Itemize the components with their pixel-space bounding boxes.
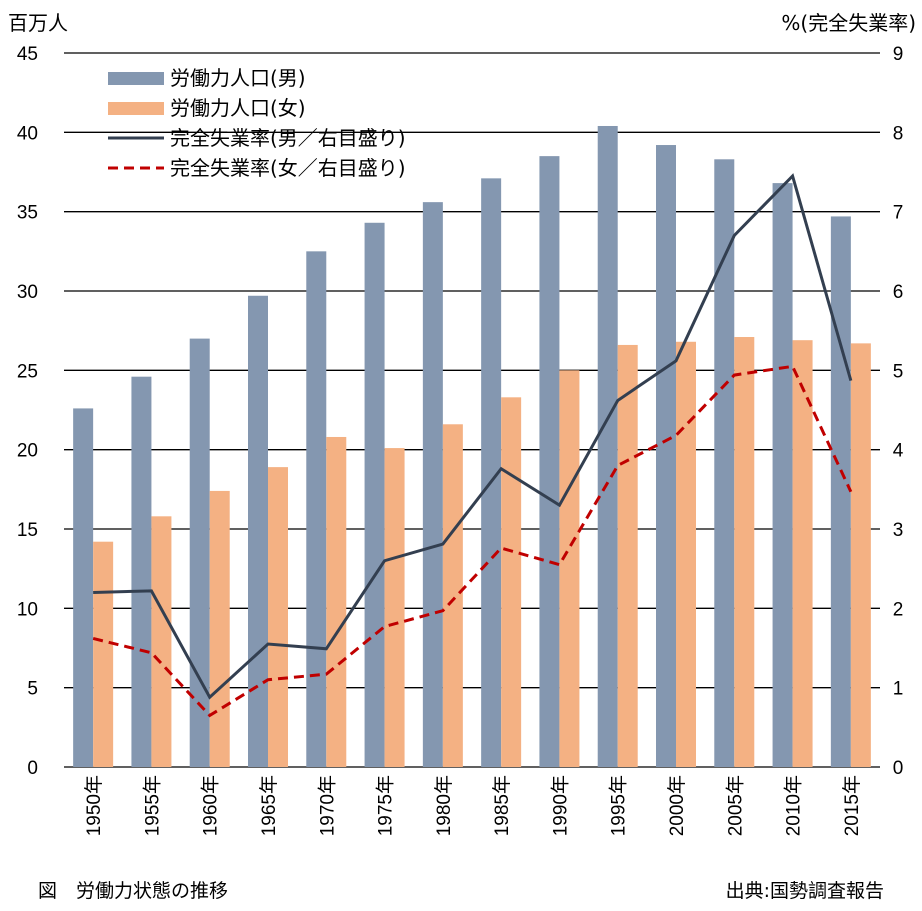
left-axis: 0 5 10 15 20 25 30 35 40 45: [17, 44, 38, 779]
bar-male: [830, 216, 851, 768]
bar-female: [268, 467, 288, 767]
left-tick-label: 25: [17, 361, 38, 382]
right-tick-label: 1: [893, 679, 904, 700]
legend: 労働力人口(男) 労働力人口(女) 完全失業率(男／右目盛り) 完全失業率(女／右目盛…: [108, 66, 406, 180]
left-tick-label: 35: [17, 203, 38, 224]
x-tick-label: 1950年: [83, 775, 105, 836]
left-tick-label: 5: [27, 679, 38, 700]
left-tick-label: 0: [27, 758, 38, 779]
bar-male: [772, 183, 793, 767]
right-tick-label: 5: [893, 361, 904, 382]
bar-male: [189, 338, 210, 767]
bar-female: [384, 448, 405, 767]
right-tick-label: 7: [893, 203, 904, 224]
bar-female: [442, 424, 463, 767]
x-tick-label: 1965年: [258, 775, 280, 836]
right-tick-label: 2: [893, 599, 904, 620]
bar-male: [422, 202, 443, 767]
left-tick-label: 10: [17, 599, 38, 620]
bar-female: [617, 344, 638, 767]
x-tick-label: 1995年: [608, 775, 630, 836]
bar-male: [73, 408, 94, 767]
right-tick-label: 0: [893, 758, 904, 779]
bar-male: [306, 251, 327, 768]
bar-male: [597, 125, 618, 767]
x-tick-label: 1960年: [200, 775, 222, 836]
legend-label: 労働力人口(女): [170, 96, 306, 120]
x-tick-label: 2010年: [783, 775, 805, 836]
bar-female: [792, 340, 813, 767]
bar-male: [364, 222, 385, 768]
bar-female: [209, 490, 230, 767]
right-tick-label: 9: [893, 44, 904, 65]
left-tick-label: 30: [17, 282, 38, 303]
x-tick-label: 1990年: [549, 775, 571, 836]
bar-female: [850, 343, 871, 767]
legend-swatch: [108, 72, 164, 85]
x-tick-label: 1955年: [141, 775, 163, 836]
x-axis: 1950年 1955年 1960年 1965年 1970年 1975年 1980年 1985年…: [83, 775, 863, 836]
right-tick-label: 3: [893, 520, 904, 541]
bar-male: [248, 295, 268, 767]
left-tick-label: 45: [17, 44, 38, 65]
left-axis-unit: 百万人: [8, 11, 68, 35]
bar-male: [481, 178, 502, 767]
left-tick-label: 40: [17, 123, 38, 144]
bar-male: [656, 145, 676, 767]
bar-female: [326, 436, 347, 767]
x-tick-label: 1985年: [491, 775, 513, 836]
legend-swatch: [108, 102, 164, 115]
x-tick-label: 1975年: [375, 775, 397, 836]
right-axis: 0 1 2 3 4 5 6 7 8 9: [893, 44, 904, 779]
bar-female: [676, 341, 696, 767]
unemployment-male-line: [93, 173, 853, 700]
x-tick-label: 1980年: [433, 775, 455, 836]
unemployment-female-line: [92, 364, 853, 718]
x-tick-label: 2000年: [666, 775, 688, 836]
x-tick-label: 2005年: [724, 775, 746, 836]
bar-female: [734, 337, 755, 767]
bar-male: [714, 159, 735, 768]
figure-caption: 図 労働力状態の推移: [38, 880, 229, 902]
left-tick-label: 20: [17, 441, 38, 462]
line-series: [92, 173, 853, 718]
bar-female: [501, 397, 522, 767]
legend-label: 完全失業率(女／右目盛り): [170, 156, 406, 180]
right-tick-label: 4: [893, 441, 904, 462]
x-tick-label: 2015年: [841, 775, 863, 836]
right-tick-label: 6: [893, 282, 904, 303]
bar-series: [73, 125, 871, 768]
legend-label: 完全失業率(男／右目盛り): [170, 126, 406, 150]
left-tick-label: 15: [17, 520, 38, 541]
source-note: 出典:国勢調査報告: [725, 880, 884, 902]
bar-female: [93, 541, 114, 767]
bar-male: [131, 376, 152, 767]
right-axis-unit: %(完全失業率): [781, 11, 916, 35]
bar-female: [559, 370, 580, 767]
legend-label: 労働力人口(男): [170, 66, 306, 90]
x-tick-label: 1970年: [316, 775, 338, 836]
bar-female: [151, 516, 172, 767]
right-tick-label: 8: [893, 123, 904, 144]
bar-male: [539, 156, 560, 768]
